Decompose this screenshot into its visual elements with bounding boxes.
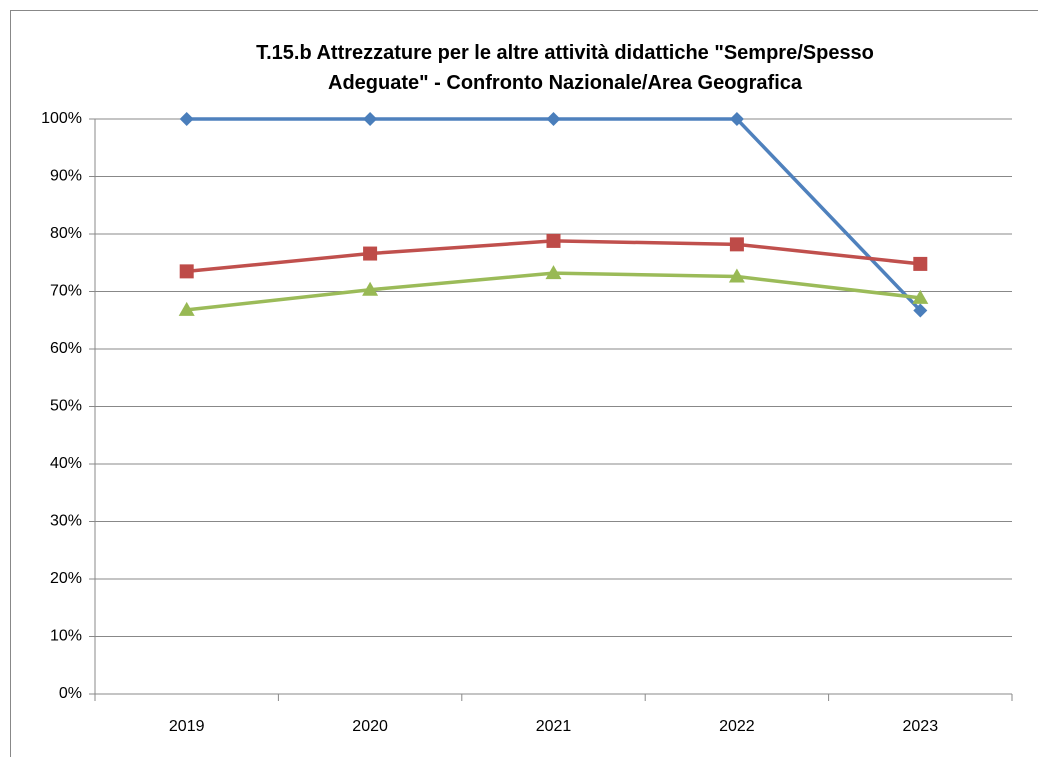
y-tick-label: 10% [50,628,82,645]
marker [913,256,928,271]
marker [912,289,929,304]
y-tick-label: 100% [41,110,82,127]
y-tick-label: 40% [50,455,82,472]
marker [363,112,378,126]
x-tick-label: 2019 [169,718,205,735]
marker [729,112,744,126]
y-tick-label: 0% [59,685,82,702]
y-tick-label: 30% [50,513,82,530]
y-tick-label: 80% [50,225,82,242]
marker [729,237,744,252]
y-tick-label: 70% [50,283,82,300]
x-tick-label: 2023 [903,718,939,735]
y-tick-label: 50% [50,398,82,415]
x-tick-label: 2020 [352,718,388,735]
marker [363,246,378,261]
y-tick-label: 60% [50,340,82,357]
marker [362,281,379,296]
marker [178,301,195,316]
marker [179,112,194,126]
marker [545,265,562,280]
marker [546,233,561,248]
x-tick-label: 2022 [719,718,755,735]
x-tick-label: 2021 [536,718,572,735]
chart-title: T.15.b Attrezzature per le altre attivit… [256,42,874,94]
chart-border [10,10,1038,757]
marker [546,112,561,126]
marker [913,303,928,318]
y-tick-label: 20% [50,570,82,587]
y-tick-label: 90% [50,168,82,185]
marker [728,268,745,283]
marker [179,264,194,279]
